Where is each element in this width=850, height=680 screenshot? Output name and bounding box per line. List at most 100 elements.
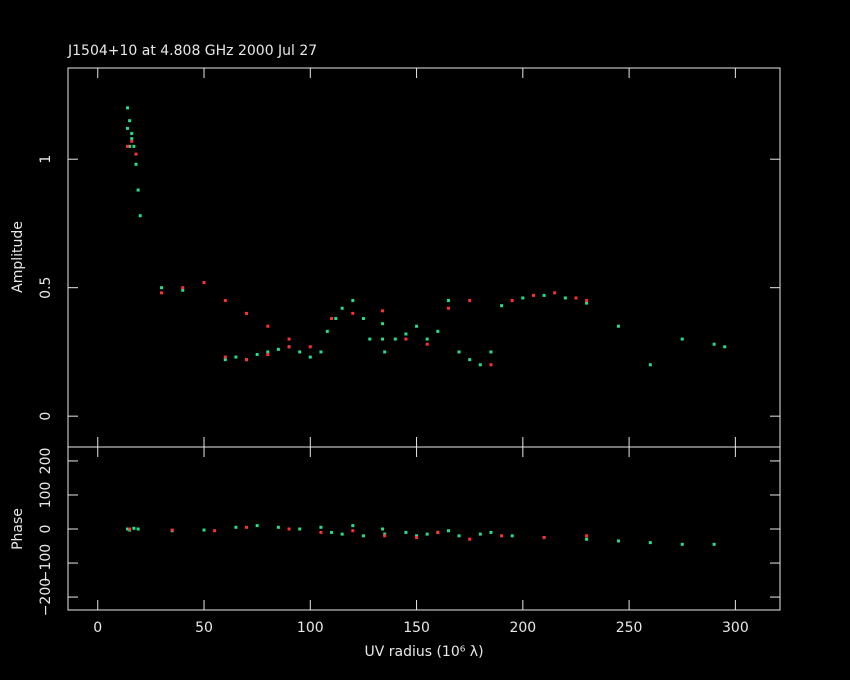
data-point — [585, 537, 589, 541]
data-point — [393, 337, 397, 341]
data-point — [330, 317, 334, 321]
data-point — [723, 345, 727, 349]
y-tick-label: 0 — [38, 412, 54, 421]
data-point — [202, 528, 206, 532]
data-point — [266, 350, 270, 354]
data-point — [368, 337, 372, 341]
data-point — [585, 301, 589, 305]
data-point — [680, 542, 684, 546]
data-point — [361, 317, 365, 321]
x-tick-label: 250 — [616, 620, 643, 636]
data-point — [351, 524, 355, 528]
data-point — [489, 530, 493, 534]
data-point — [245, 525, 249, 529]
data-point — [126, 527, 130, 531]
data-point — [308, 345, 312, 349]
data-point — [340, 306, 344, 310]
data-point — [255, 524, 259, 528]
data-point — [245, 311, 249, 315]
data-point — [712, 342, 716, 346]
data-point — [202, 281, 206, 285]
data-point — [181, 288, 185, 292]
data-point — [521, 296, 525, 300]
data-point — [223, 299, 227, 303]
data-point — [425, 342, 429, 346]
data-point — [468, 537, 472, 541]
data-point — [351, 299, 355, 303]
data-point — [234, 525, 238, 529]
y-tick-label: 1 — [38, 155, 54, 164]
data-point — [361, 534, 365, 538]
y-tick-label: 0 — [38, 525, 54, 534]
data-point — [510, 299, 514, 303]
data-point — [478, 363, 482, 367]
data-point — [457, 534, 461, 538]
y-axis-label: Phase — [10, 508, 26, 550]
data-point — [126, 144, 130, 148]
x-tick-label: 50 — [195, 620, 213, 636]
data-point — [712, 542, 716, 546]
data-point — [130, 132, 134, 136]
data-point — [468, 299, 472, 303]
data-point — [478, 532, 482, 536]
data-point — [134, 162, 138, 166]
data-point — [383, 350, 387, 354]
data-point — [381, 527, 385, 531]
data-point — [132, 526, 136, 530]
data-point — [136, 188, 140, 192]
data-point — [223, 358, 227, 362]
data-point — [381, 337, 385, 341]
y-tick-label: 0.5 — [38, 277, 54, 299]
data-point — [130, 137, 134, 141]
data-point — [170, 528, 174, 532]
data-point — [234, 355, 238, 359]
data-point — [128, 527, 132, 531]
data-point — [446, 529, 450, 533]
data-point — [308, 355, 312, 359]
data-point — [446, 299, 450, 303]
data-point — [489, 350, 493, 354]
data-point — [287, 527, 291, 531]
data-point — [381, 309, 385, 313]
data-point — [585, 534, 589, 538]
data-point — [134, 152, 138, 156]
data-point — [287, 337, 291, 341]
data-point — [542, 536, 546, 540]
data-point — [446, 306, 450, 310]
y-tick-label: −200 — [38, 578, 54, 616]
x-axis-label: UV radius (10⁶ λ) — [364, 644, 483, 660]
data-point — [276, 347, 280, 351]
data-point — [276, 525, 280, 529]
x-tick-label: 300 — [722, 620, 749, 636]
data-point — [404, 530, 408, 534]
data-point — [510, 534, 514, 538]
data-point — [126, 126, 130, 130]
data-point — [680, 337, 684, 341]
data-point — [298, 350, 302, 354]
data-point — [381, 322, 385, 326]
data-point — [245, 358, 249, 362]
data-point — [266, 324, 270, 328]
y-axis-label: Amplitude — [10, 221, 26, 293]
data-point — [266, 352, 270, 356]
data-point — [553, 291, 557, 295]
data-point — [130, 139, 134, 143]
data-point — [160, 286, 164, 290]
data-point — [223, 355, 227, 359]
data-point — [181, 286, 185, 290]
data-point — [404, 332, 408, 336]
data-point — [616, 539, 620, 543]
chart-title: J1504+10 at 4.808 GHz 2000 Jul 27 — [67, 43, 317, 59]
data-point — [415, 324, 419, 328]
data-point — [415, 536, 419, 540]
data-point — [325, 329, 329, 333]
data-point — [334, 317, 338, 321]
y-tick-label: −100 — [38, 544, 54, 582]
data-point — [383, 534, 387, 538]
data-point — [330, 530, 334, 534]
data-point — [616, 324, 620, 328]
data-point — [319, 530, 323, 534]
data-point — [585, 299, 589, 303]
data-point — [128, 119, 132, 123]
